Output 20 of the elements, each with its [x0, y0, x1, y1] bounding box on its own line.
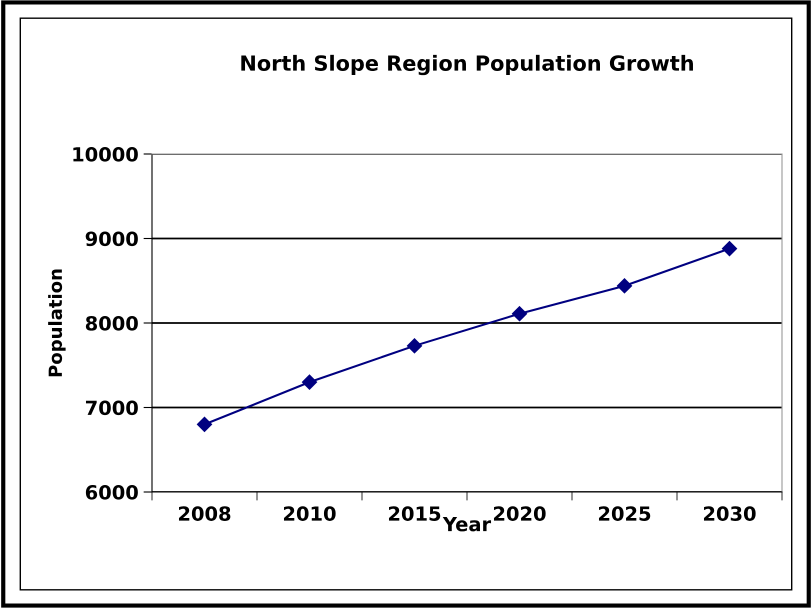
x-tick-label: 2020 [494, 506, 546, 521]
point [196, 416, 212, 432]
point [512, 306, 528, 322]
x-tick-label: 2010 [284, 506, 336, 521]
point [616, 278, 632, 294]
y-tick-label: 9000 [86, 231, 138, 246]
x-tick-label: 2015 [388, 506, 440, 521]
x-axis-title: Year [442, 516, 492, 532]
point [406, 338, 422, 354]
y-tick-label: 7000 [86, 400, 138, 416]
point [302, 374, 318, 390]
y-tick-label: 6000 [86, 484, 138, 500]
y-tick-label: 8000 [86, 316, 138, 331]
x-tick-label: 2008 [178, 506, 230, 521]
y-axis-title: Population [48, 269, 66, 376]
x-tick-label: 2030 [704, 506, 756, 521]
point [722, 241, 738, 256]
x-tick-label: 2025 [598, 506, 650, 521]
chart-title: North Slope Region Population Growth [241, 54, 693, 76]
y-tick-label: 10000 [73, 146, 138, 162]
